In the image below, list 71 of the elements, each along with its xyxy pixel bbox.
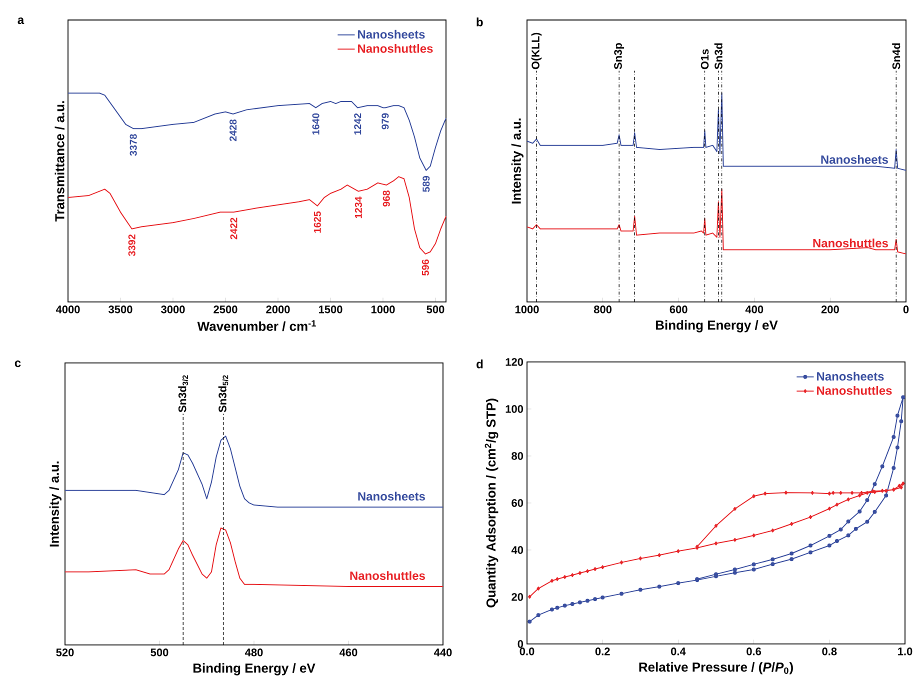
y-tick-label: 0	[518, 640, 524, 648]
chart-title: b	[476, 18, 483, 26]
x-tick-label: 1000	[515, 306, 539, 314]
legend-label: Nanosheets	[817, 372, 884, 381]
x-tick-label: 2000	[266, 306, 290, 314]
y-tick-label: 60	[512, 499, 524, 507]
y-tick-label: 40	[511, 546, 524, 554]
x-tick-label: 4000	[56, 306, 80, 314]
x-tick-label: 460	[339, 648, 358, 656]
x-tick-label: 800	[594, 306, 612, 314]
x-tick-label: 400	[745, 306, 764, 314]
y-tick-label: 80	[512, 452, 524, 460]
x-tick-label: 500	[426, 306, 444, 314]
chart-title: d	[476, 360, 483, 368]
y-axis-title: Quantity Adsorption / (cm$^{2}$/g STP)	[484, 398, 498, 608]
x-tick-label: 440	[434, 648, 452, 656]
ref-line-label: Sn3d$_{3/2}$	[178, 375, 188, 412]
series-label: Nanosheets	[358, 492, 425, 501]
annotation: 1242	[354, 113, 362, 135]
x-tick-label: 3000	[161, 306, 185, 314]
x-tick-label: 2500	[214, 306, 238, 314]
ref-line-label: Sn3d	[714, 43, 722, 70]
x-tick-label: 600	[670, 306, 688, 314]
x-tick-label: 1.0	[898, 648, 912, 656]
x-axis-title: Binding Energy / eV	[656, 320, 778, 332]
ref-line-label: Sn3p	[614, 43, 624, 70]
series-label: Nanoshuttles	[350, 571, 425, 580]
x-tick-label: 500	[150, 648, 168, 656]
legend-label: Nanosheets	[358, 30, 425, 39]
legend-label: Nanoshuttles	[817, 386, 892, 395]
x-tick-label: 0.8	[822, 648, 837, 656]
y-tick-label: 100	[506, 405, 524, 413]
x-tick-label: 200	[821, 306, 839, 314]
annotation: 979	[382, 113, 389, 130]
annotation: 968	[382, 190, 390, 207]
x-axis-title: Wavenumber / cm$^{-1}$	[197, 320, 316, 332]
annotation: 3378	[130, 134, 137, 156]
y-axis-title: Intensity / a.u.	[511, 118, 524, 204]
annotation: 1640	[312, 113, 320, 135]
x-axis-title: Relative Pressure / (P/P$_{0}$)	[639, 662, 793, 674]
ref-line-label: Sn4d	[892, 43, 900, 70]
x-tick-label: 0.2	[595, 648, 610, 656]
x-tick-label: 0.0	[520, 648, 534, 656]
annotation: 1625	[314, 211, 321, 233]
y-axis-title: Transmittance / a.u.	[54, 101, 64, 222]
x-tick-label: 480	[244, 648, 263, 656]
legend-label: Nanoshuttles	[358, 44, 433, 53]
x-tick-label: 1000	[371, 306, 395, 314]
x-tick-label: 0.6	[746, 648, 762, 656]
y-tick-label: 20	[512, 593, 524, 601]
annotation: 1234	[354, 196, 362, 218]
x-tick-label: 3500	[108, 306, 132, 314]
y-axis-title: Intensity / a.u.	[49, 462, 62, 546]
ref-line-label: O1s	[700, 49, 709, 70]
annotation: 2428	[230, 120, 237, 142]
chart-title: c	[14, 360, 21, 368]
ref-line-label: O(KLL)	[531, 32, 542, 70]
annotation: 3392	[128, 234, 136, 256]
x-tick-label: 0.4	[671, 648, 686, 656]
x-tick-label: 1500	[318, 306, 342, 314]
x-tick-label: 0	[903, 306, 909, 314]
x-tick-label: 520	[56, 648, 74, 656]
series-label: Nanosheets	[821, 155, 888, 164]
chart-title: a	[18, 18, 24, 24]
series-label: Nanoshuttles	[813, 238, 888, 248]
x-axis-title: Binding Energy / eV	[193, 663, 316, 676]
annotation: 589	[422, 176, 430, 192]
y-tick-label: 120	[506, 358, 524, 366]
ref-line-label: Sn3d$_{5/2}$	[218, 375, 228, 412]
annotation: 596	[422, 260, 429, 276]
annotation: 2422	[230, 218, 238, 240]
